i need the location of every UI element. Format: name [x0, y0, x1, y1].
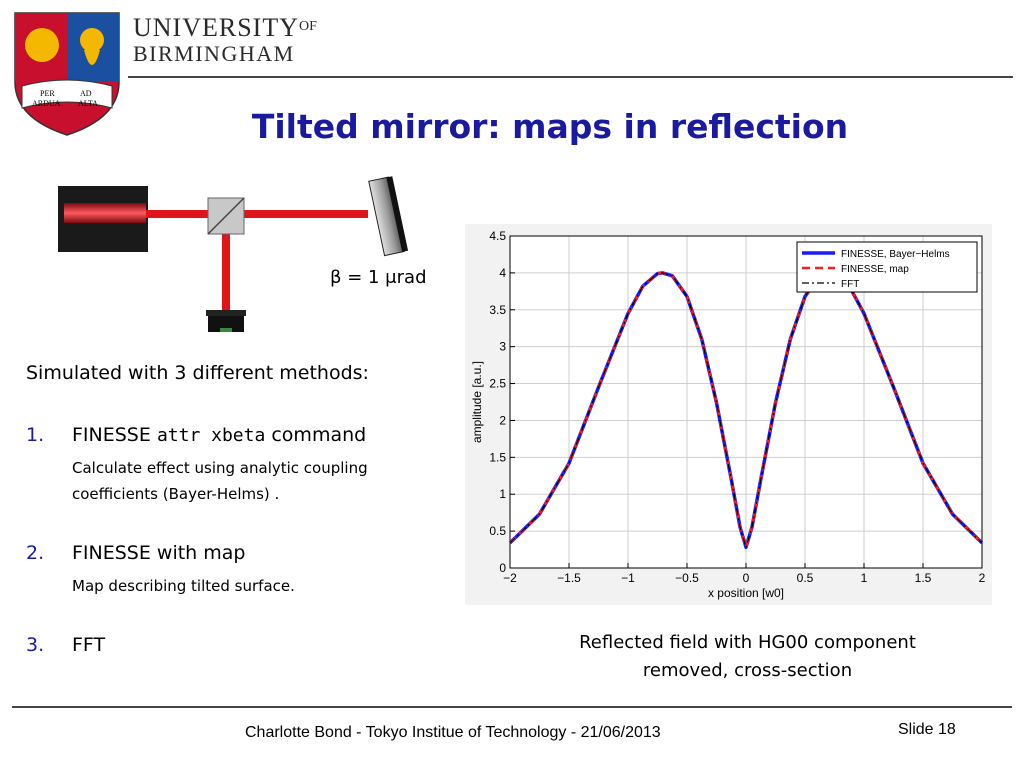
legend-entry: FFT: [841, 279, 859, 290]
method-description-line: coefficients (Bayer-Helms) .: [72, 485, 280, 503]
y-tick-label: 0.5: [489, 524, 506, 538]
y-tick-label: 4.5: [489, 229, 506, 243]
y-tick-label: 1.5: [489, 450, 506, 464]
beam-splitter-icon: [207, 197, 245, 235]
crest-motto: ARDUA: [32, 99, 61, 108]
crest-motto: PER: [40, 89, 55, 98]
amplitude-plot: −2 −1.5 −1 −0.5 0 0.5 1 1.5 2 0 0.5 1 1.5 2 2.5 3 3.5 4 4.…: [470, 229, 986, 600]
plot-caption: Reflected field with HG00 component remo…: [530, 629, 965, 685]
list-number: 1.: [26, 424, 45, 446]
x-tick-label: −1.5: [557, 571, 581, 585]
x-tick-label: 1.5: [915, 571, 932, 585]
footer-text: Charlotte Bond - Tokyo Institue of Techn…: [245, 724, 661, 741]
y-tick-label: 1: [499, 487, 506, 501]
method-3-label: FFT: [72, 634, 106, 656]
method-command-code: attr xbeta: [156, 425, 266, 446]
x-axis-label: x position [w0]: [708, 586, 784, 600]
footer-divider: [12, 706, 1012, 708]
method-1-description: Calculate effect using analytic coupling…: [72, 455, 368, 507]
university-crest-logo: PER AD ARDUA ALTA: [14, 12, 120, 136]
caption-line: Reflected field with HG00 component: [579, 632, 916, 653]
university-of: OF: [299, 19, 317, 34]
x-tick-label: 0.5: [797, 571, 814, 585]
list-number: 2.: [26, 542, 45, 564]
x-tick-label: 1: [861, 571, 868, 585]
x-tick-label: 0: [743, 571, 750, 585]
y-axis-label: amplitude [a.u.]: [470, 361, 484, 443]
crest-motto: ALTA: [78, 99, 98, 108]
method-2-description: Map describing tilted surface.: [72, 573, 295, 599]
optical-setup-diagram: [58, 176, 409, 332]
method-label-suffix: command: [271, 424, 367, 446]
tilted-mirror-icon: [368, 176, 409, 257]
method-2-label: FINESSE with map: [72, 542, 246, 564]
university-line2: BIRMINGHAM: [133, 41, 295, 66]
legend-entry: FINESSE, Bayer−Helms: [841, 249, 950, 260]
laser-icon: [58, 186, 148, 252]
x-tick-label: 2: [979, 571, 986, 585]
y-tick-label: 4: [499, 266, 506, 280]
method-description-line: Map describing tilted surface.: [72, 577, 295, 595]
university-line1: UNIVERSITY: [133, 13, 299, 42]
list-number: 3.: [26, 634, 45, 656]
x-tick-label: −2: [503, 571, 517, 585]
laser-beam-horizontal: [146, 210, 368, 218]
crest-motto: AD: [80, 89, 92, 98]
slide-number: Slide 18: [898, 721, 956, 738]
y-tick-label: 3.5: [489, 303, 506, 317]
x-tick-label: −0.5: [675, 571, 699, 585]
header-divider: [128, 76, 1013, 78]
legend-box: [796, 241, 978, 293]
series-line: [509, 272, 983, 548]
y-tick-label: 3: [499, 340, 506, 354]
method-description-line: Calculate effect using analytic coupling: [72, 459, 368, 477]
method-1-label: FINESSE attr xbeta command: [72, 424, 366, 446]
tilt-angle-label: β = 1 μrad: [330, 267, 427, 288]
slide-title: Tilted mirror: maps in reflection: [251, 107, 849, 146]
y-tick-label: 0: [499, 561, 506, 575]
caption-line: removed, cross-section: [642, 660, 853, 681]
legend-entry: FINESSE, map: [841, 264, 909, 275]
y-tick-label: 2: [499, 413, 506, 427]
intro-text: Simulated with 3 different methods:: [26, 362, 369, 384]
method-label: FINESSE: [72, 424, 151, 446]
y-tick-label: 2.5: [489, 377, 506, 391]
laser-beam-vertical: [222, 218, 230, 310]
university-name: UNIVERSITYOF BIRMINGHAM: [133, 14, 317, 66]
x-tick-label: −1: [621, 571, 635, 585]
series-line: [509, 271, 983, 549]
photodetector-icon: [206, 310, 246, 332]
